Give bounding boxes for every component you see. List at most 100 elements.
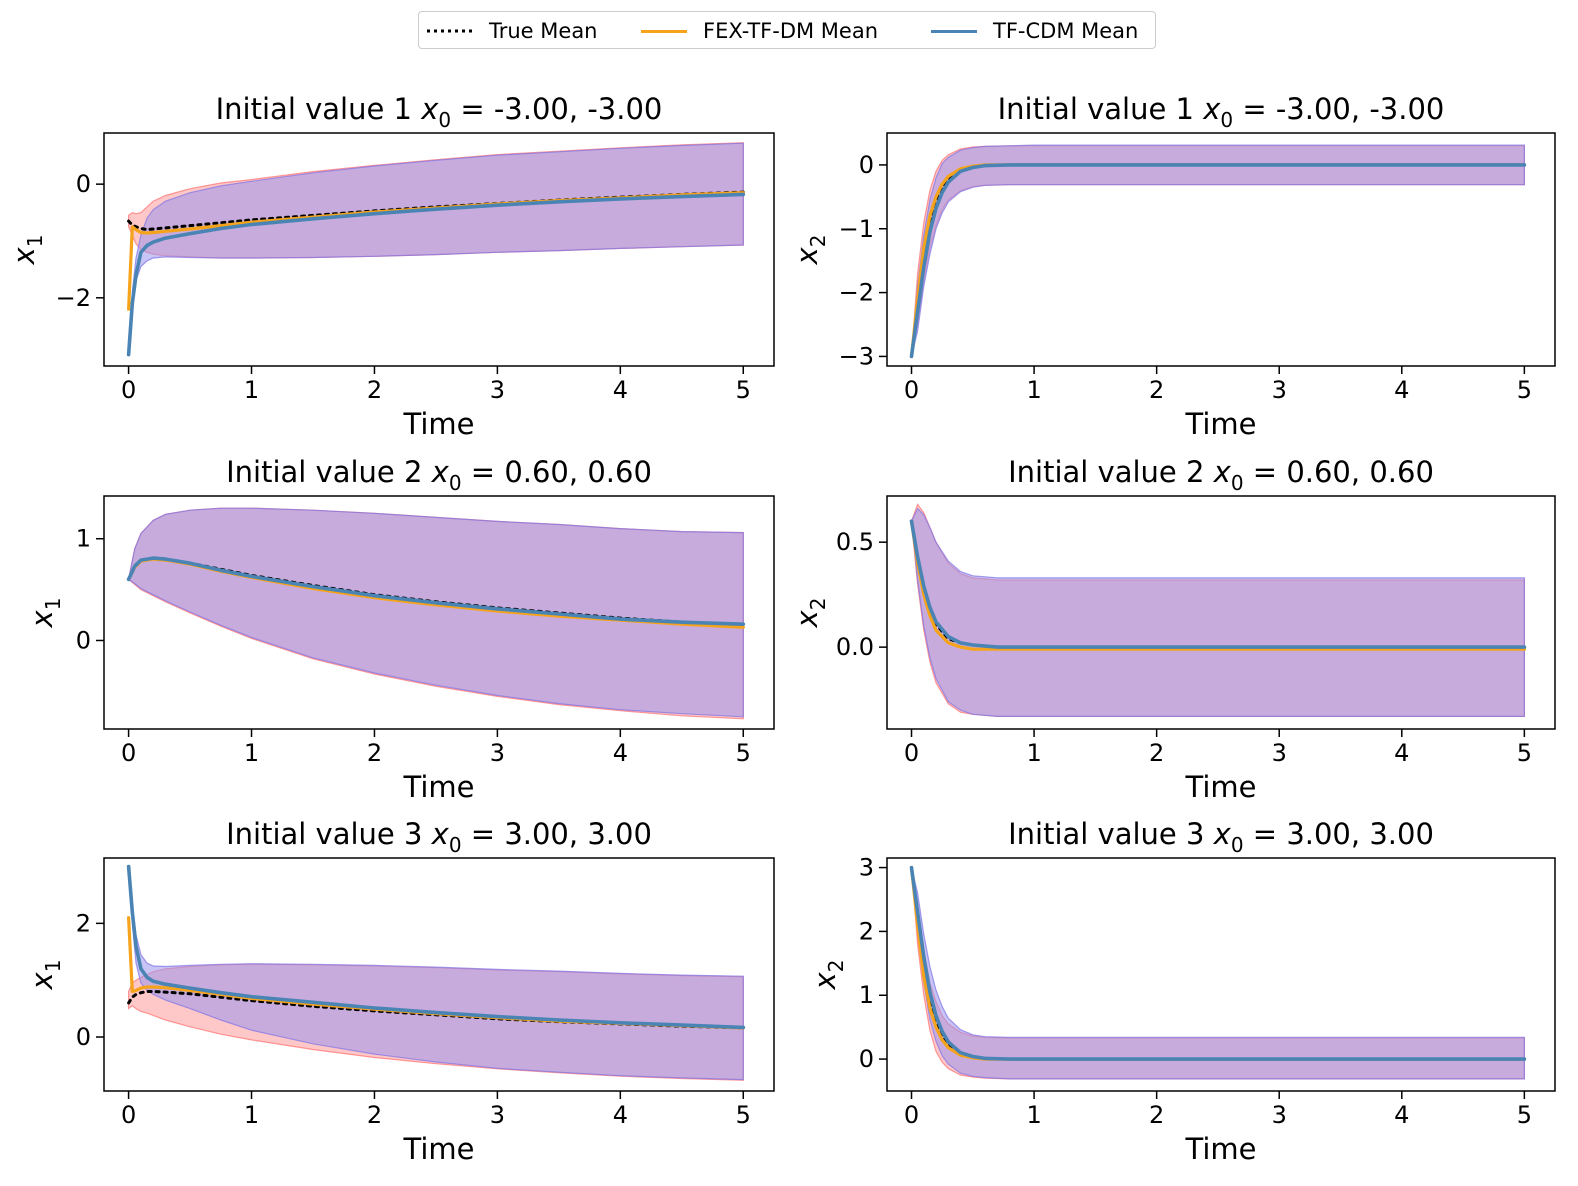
y-axis-label: x1 — [25, 960, 65, 991]
legend-swatch-tf-cdm-mean — [931, 29, 977, 33]
x-tick-label: 1 — [1026, 739, 1041, 767]
title-symbol: x — [431, 817, 450, 851]
band-tf-cdm — [128, 142, 744, 355]
legend-swatch-fex-tf-dm-mean — [641, 29, 687, 33]
subplot-title: Initial value 2 x0 = 0.60, 0.60 — [1008, 455, 1434, 495]
title-symbol: x — [1213, 817, 1232, 851]
x-tick-label: 0 — [904, 376, 919, 404]
x-tick-label: 4 — [1394, 1101, 1409, 1129]
line-true-mean — [910, 163, 1526, 358]
x-tick-label: 0 — [121, 739, 136, 767]
title-prefix: Initial value 1 — [998, 92, 1204, 126]
title-subscript: 0 — [438, 108, 451, 132]
y-axis-label-subscript: 2 — [824, 960, 848, 973]
legend-label-fex-tf-dm-mean: FEX-TF-DM Mean — [703, 19, 879, 43]
x-tick-label: 4 — [1394, 739, 1409, 767]
subplot-title: Initial value 1 x0 = -3.00, -3.00 — [216, 92, 663, 132]
title-subscript: 0 — [1220, 108, 1233, 132]
title-symbol: x — [1213, 455, 1232, 489]
x-tick-label: 5 — [1517, 376, 1532, 404]
axes-frame — [103, 132, 775, 367]
x-axis-label: Time — [403, 1132, 475, 1166]
plot-area — [126, 864, 746, 1081]
line-tf-cdm-mean — [126, 556, 746, 627]
y-axis-label-base: x — [7, 246, 41, 265]
y-tick-label: 0.5 — [836, 528, 874, 556]
x-tick-label: 2 — [1149, 1101, 1164, 1129]
x-axis-label: Time — [1185, 407, 1257, 441]
y-axis-label-base: x — [790, 609, 824, 628]
title-symbol: x — [431, 455, 450, 489]
x-tick-label: 3 — [1272, 739, 1287, 767]
line-true-mean — [910, 866, 1526, 1061]
subplot-title: Initial value 3 x0 = 3.00, 3.00 — [226, 817, 652, 857]
plot-area — [909, 503, 1527, 717]
band-tf-cdm — [128, 866, 744, 1081]
line-tf-cdm-mean — [909, 163, 1527, 359]
y-axis-label: x1 — [25, 598, 65, 629]
y-axis-label: x1 — [7, 235, 47, 266]
y-axis-label-base: x — [808, 971, 842, 990]
title-subscript: 0 — [1231, 471, 1244, 495]
y-axis-label-subscript: 2 — [806, 598, 830, 611]
line-tf-cdm-mean — [126, 864, 746, 1030]
y-tick-label: −1 — [839, 215, 874, 243]
y-tick-label: 0 — [859, 1045, 874, 1073]
x-tick-label: 4 — [613, 1101, 628, 1129]
axes-frame — [103, 857, 775, 1092]
x-tick-label: 0 — [121, 1101, 136, 1129]
x-tick-label: 4 — [1394, 376, 1409, 404]
y-axis-label-base: x — [790, 246, 824, 265]
x-tick-label: 5 — [736, 739, 751, 767]
line-fex-tf-dm-mean — [909, 519, 1527, 651]
title-suffix: = 0.60, 0.60 — [462, 455, 652, 489]
plot-area — [126, 507, 746, 720]
title-prefix: Initial value 3 — [226, 817, 432, 851]
x-tick-label: 5 — [1517, 739, 1532, 767]
x-tick-label: 4 — [613, 739, 628, 767]
title-prefix: Initial value 2 — [1008, 455, 1214, 489]
y-tick-label: 1 — [859, 981, 874, 1009]
legend-label-tf-cdm-mean: TF-CDM Mean — [993, 19, 1139, 43]
legend-item-fex-tf-dm-mean: FEX-TF-DM Mean — [641, 12, 878, 50]
line-tf-cdm-mean — [909, 865, 1527, 1061]
x-tick-label: 1 — [1026, 1101, 1041, 1129]
x-tick-label: 0 — [121, 376, 136, 404]
subplot-title: Initial value 3 x0 = 3.00, 3.00 — [1008, 817, 1434, 857]
y-axis-label-subscript: 2 — [806, 235, 830, 248]
plot-area — [909, 865, 1527, 1080]
legend-item-tf-cdm-mean: TF-CDM Mean — [931, 12, 1138, 50]
x-tick-label: 2 — [1149, 739, 1164, 767]
x-axis-label: Time — [403, 770, 475, 804]
axes-frame — [103, 495, 775, 730]
x-axis-label: Time — [1185, 1132, 1257, 1166]
y-tick-label: 0.0 — [836, 633, 874, 661]
subplot-title: Initial value 2 x0 = 0.60, 0.60 — [226, 455, 652, 495]
x-tick-label: 4 — [613, 376, 628, 404]
y-axis-label-subscript: 1 — [23, 235, 47, 248]
legend-item-true-mean: True Mean — [427, 12, 598, 50]
y-tick-label: 0 — [76, 170, 91, 198]
x-axis-label: Time — [403, 407, 475, 441]
x-tick-label: 2 — [367, 1101, 382, 1129]
x-tick-label: 5 — [736, 1101, 751, 1129]
y-tick-label: −2 — [839, 279, 874, 307]
title-suffix: = 0.60, 0.60 — [1244, 455, 1434, 489]
title-prefix: Initial value 1 — [216, 92, 422, 126]
y-tick-label: 0 — [76, 1023, 91, 1051]
band-tf-cdm — [910, 507, 1525, 717]
y-tick-label: 1 — [76, 525, 91, 553]
x-tick-label: 2 — [367, 739, 382, 767]
x-tick-label: 0 — [904, 1101, 919, 1129]
title-suffix: = -3.00, -3.00 — [1233, 92, 1444, 126]
y-axis-label: x2 — [790, 598, 830, 629]
legend-label-true-mean: True Mean — [489, 19, 598, 43]
x-tick-label: 3 — [490, 1101, 505, 1129]
line-fex-tf-dm-mean — [909, 865, 1527, 1061]
title-suffix: = -3.00, -3.00 — [451, 92, 662, 126]
title-subscript: 0 — [449, 833, 462, 857]
